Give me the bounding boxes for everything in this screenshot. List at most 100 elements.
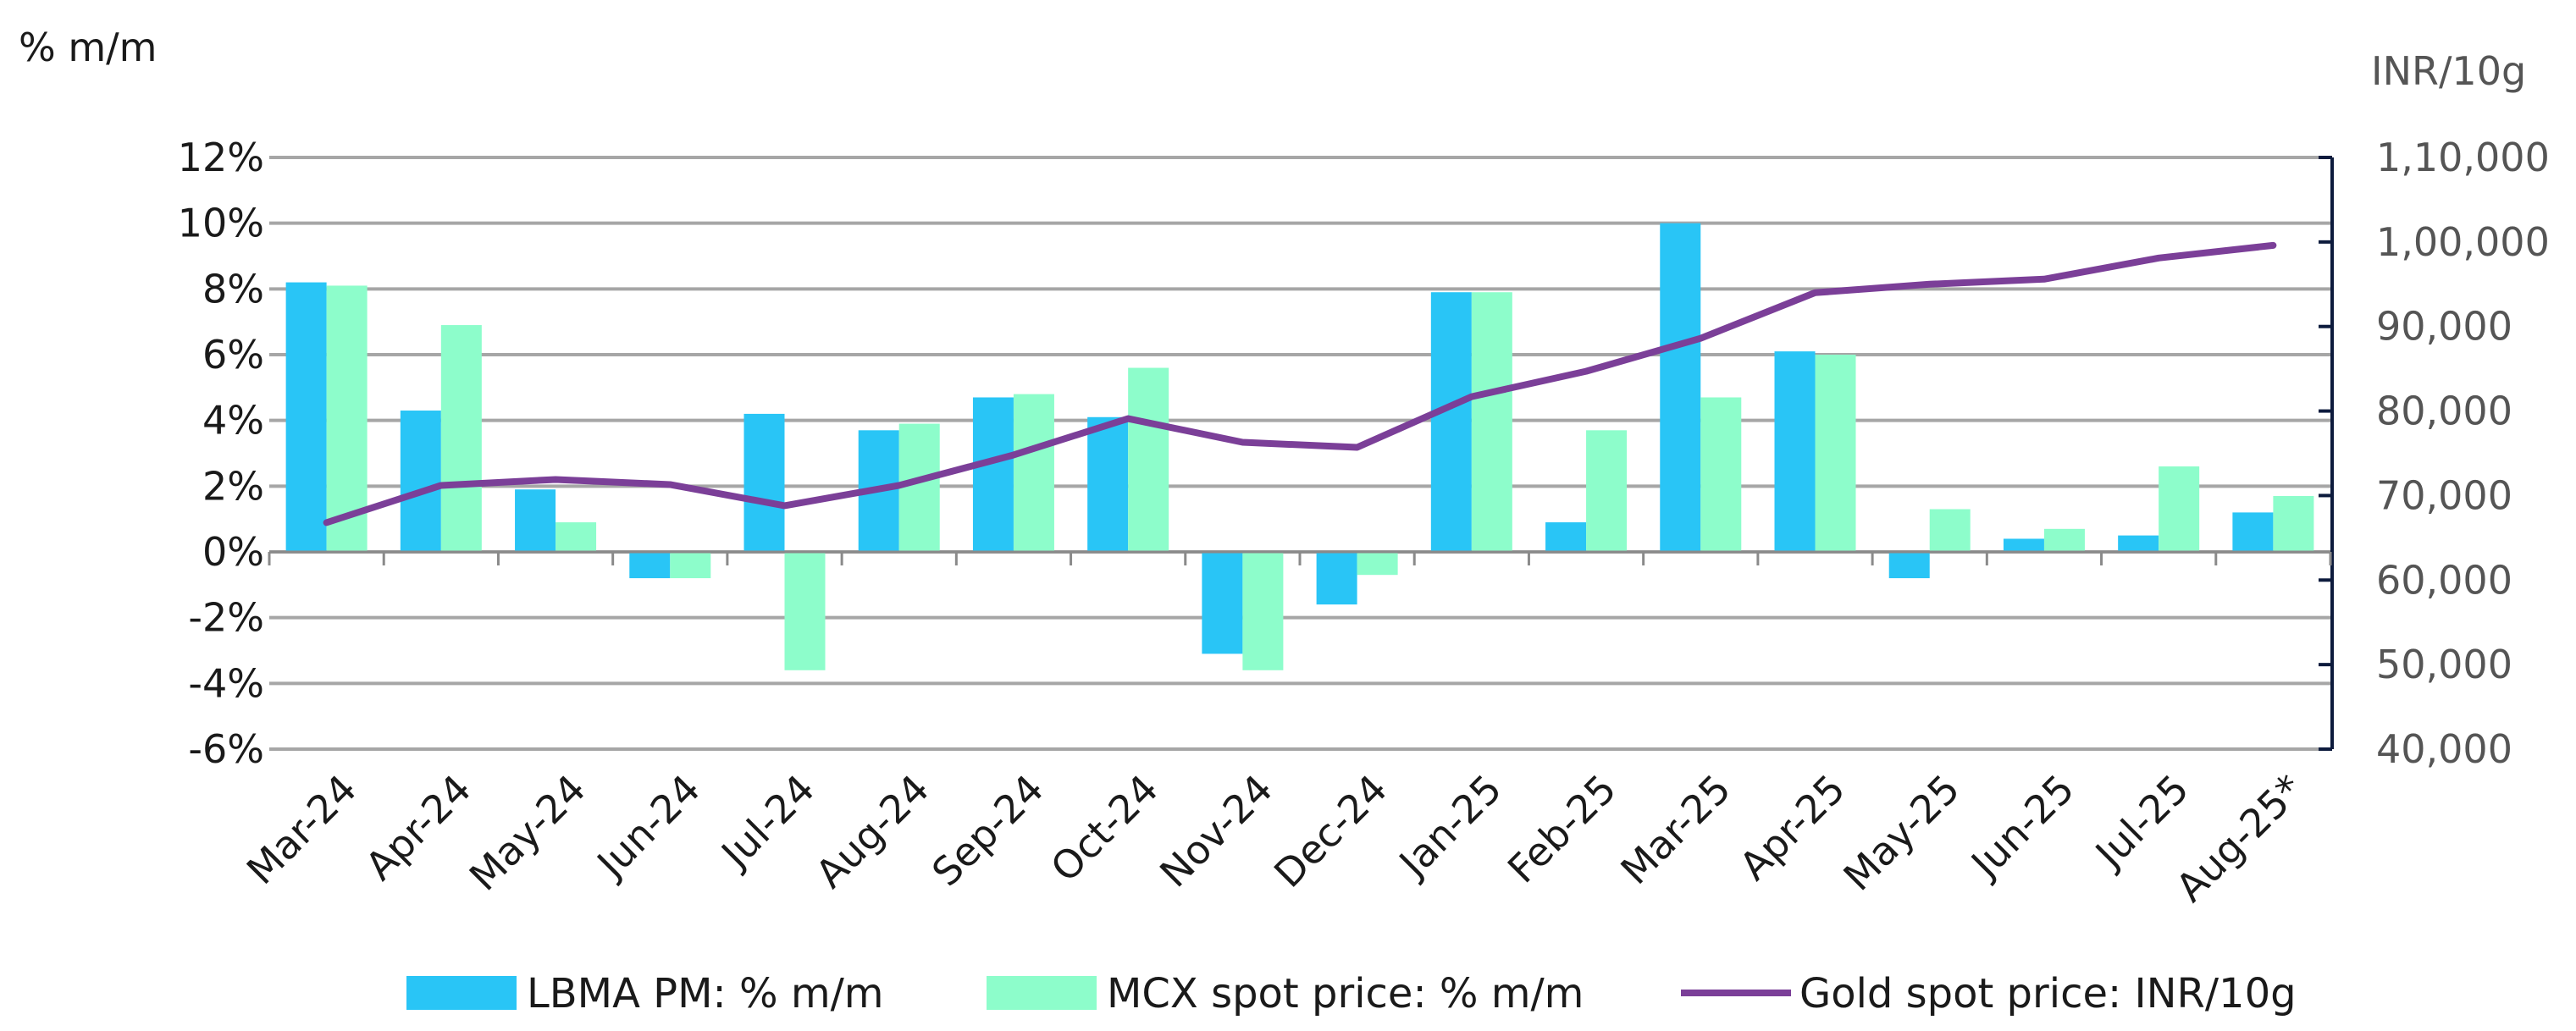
y2-tick-label: 1,10,000 bbox=[2376, 135, 2550, 180]
bar-lbma bbox=[744, 413, 785, 552]
bar-lbma bbox=[629, 552, 671, 579]
bar-mcx bbox=[1586, 430, 1628, 552]
x-tick-label: Nov-24 bbox=[1151, 766, 1281, 896]
bar-lbma bbox=[1660, 223, 1701, 552]
bar-mcx bbox=[1929, 509, 1971, 552]
y2-tick-label: 90,000 bbox=[2376, 304, 2512, 350]
gold-price-point bbox=[1470, 395, 1473, 398]
y2-tick-label: 60,000 bbox=[2376, 557, 2512, 603]
x-tick-label: Dec-24 bbox=[1265, 766, 1396, 896]
y-tick-label: 6% bbox=[202, 332, 264, 378]
bar-mcx bbox=[2159, 466, 2200, 552]
gold-price-point bbox=[898, 484, 900, 487]
bar-mcx bbox=[1242, 552, 1284, 670]
bar-mcx bbox=[784, 552, 826, 670]
gold-price-point bbox=[669, 483, 672, 486]
y-tick-label: 2% bbox=[202, 463, 264, 509]
legend-swatch-lbma bbox=[406, 976, 517, 1010]
legend-swatch-mcx bbox=[987, 976, 1097, 1010]
bar-mcx bbox=[1471, 292, 1512, 552]
y-tick-label: -2% bbox=[188, 595, 264, 641]
gold-price-point bbox=[1241, 441, 1244, 444]
left-axis-unit: % m/m bbox=[19, 25, 157, 70]
axes bbox=[268, 156, 2334, 751]
gold-price-point bbox=[555, 478, 557, 481]
bar-lbma bbox=[1087, 416, 1129, 552]
y-tick-label: 4% bbox=[202, 398, 264, 444]
bar-mcx bbox=[1013, 394, 1054, 552]
gold-price-point bbox=[1814, 291, 1816, 294]
y2-tick-label: 1,00,000 bbox=[2376, 219, 2550, 265]
y2-tick-label: 70,000 bbox=[2376, 472, 2512, 518]
gold-price-point bbox=[2272, 244, 2275, 246]
bar-mcx bbox=[2043, 528, 2085, 552]
bar-lbma bbox=[2118, 535, 2159, 552]
bar-lbma bbox=[2003, 538, 2044, 552]
bar-mcx bbox=[2273, 495, 2314, 552]
x-tick-label: Jun-24 bbox=[587, 766, 709, 888]
gold-price-point bbox=[439, 484, 442, 487]
x-tick-label: Apr-25 bbox=[1731, 766, 1855, 890]
gold-price-point bbox=[325, 521, 328, 524]
gold-price-point bbox=[783, 504, 786, 507]
gold-price-line bbox=[323, 241, 2277, 527]
x-tick-label: Jul-25 bbox=[2085, 766, 2197, 879]
gold-price-point bbox=[2158, 256, 2160, 259]
gold-price-point bbox=[1127, 417, 1130, 420]
y2-tick-label: 40,000 bbox=[2376, 726, 2512, 772]
bar-mcx bbox=[1815, 355, 1856, 552]
y2-tick-label: 80,000 bbox=[2376, 389, 2512, 434]
y-tick-label: 0% bbox=[202, 529, 264, 575]
gold-price-point bbox=[1585, 370, 1588, 372]
bar-mcx bbox=[670, 552, 711, 579]
x-tick-label: Aug-25* bbox=[2167, 766, 2312, 911]
bar-lbma bbox=[1774, 351, 1816, 552]
x-tick-label: Feb-25 bbox=[1499, 766, 1625, 892]
right-axis-unit: INR/10g bbox=[2371, 48, 2526, 94]
x-tick-label: Jan-25 bbox=[1389, 766, 1511, 888]
bars bbox=[285, 223, 2314, 670]
x-tick-label: Oct-24 bbox=[1042, 766, 1167, 891]
legend-label-mcx: MCX spot price: % m/m bbox=[1107, 970, 1584, 1017]
bar-mcx bbox=[440, 325, 482, 552]
y2-tick-label: 50,000 bbox=[2376, 642, 2512, 687]
bar-lbma bbox=[1888, 552, 1930, 579]
legend: LBMA PM: % m/m MCX spot price: % m/m Gol… bbox=[406, 970, 2297, 1017]
gold-price-point bbox=[1356, 446, 1358, 449]
line-series bbox=[323, 241, 2277, 527]
x-tick-label: May-24 bbox=[461, 766, 594, 900]
x-tick-label: Mar-24 bbox=[238, 766, 366, 894]
x-tick-label: May-25 bbox=[1835, 766, 1969, 900]
bar-mcx bbox=[326, 285, 368, 552]
gold-price-point bbox=[2043, 278, 2045, 280]
x-tick-label: Sep-24 bbox=[923, 766, 1053, 896]
bar-mcx bbox=[1700, 397, 1742, 552]
gold-price-point bbox=[1700, 337, 1702, 339]
bar-lbma bbox=[1202, 552, 1243, 654]
bar-lbma bbox=[1545, 522, 1587, 552]
bar-mcx bbox=[898, 423, 940, 552]
x-tick-label: Jul-24 bbox=[711, 766, 824, 879]
bar-lbma bbox=[515, 489, 556, 552]
bar-mcx bbox=[1128, 367, 1169, 552]
y-tick-label: -6% bbox=[188, 726, 264, 772]
y-tick-label: 10% bbox=[178, 201, 264, 246]
bar-lbma bbox=[1316, 552, 1357, 605]
bar-lbma bbox=[400, 411, 441, 552]
bar-mcx bbox=[1357, 552, 1398, 576]
x-tick-label: Mar-25 bbox=[1611, 766, 1739, 894]
y-tick-label: 8% bbox=[202, 266, 264, 312]
gold-price-point bbox=[1012, 454, 1014, 456]
x-tick-label: Aug-24 bbox=[807, 766, 938, 897]
bar-lbma bbox=[972, 397, 1014, 552]
legend-label-gold: Gold spot price: INR/10g bbox=[1799, 970, 2297, 1017]
gridlines bbox=[269, 156, 2330, 751]
legend-label-lbma: LBMA PM: % m/m bbox=[527, 970, 884, 1017]
y-tick-label: 12% bbox=[178, 135, 264, 180]
y-tick-label: -4% bbox=[188, 660, 264, 706]
bar-lbma bbox=[1430, 292, 1472, 552]
gold-price-point bbox=[1928, 283, 1931, 285]
bar-lbma bbox=[285, 282, 327, 552]
x-tick-label: Apr-24 bbox=[357, 766, 480, 890]
